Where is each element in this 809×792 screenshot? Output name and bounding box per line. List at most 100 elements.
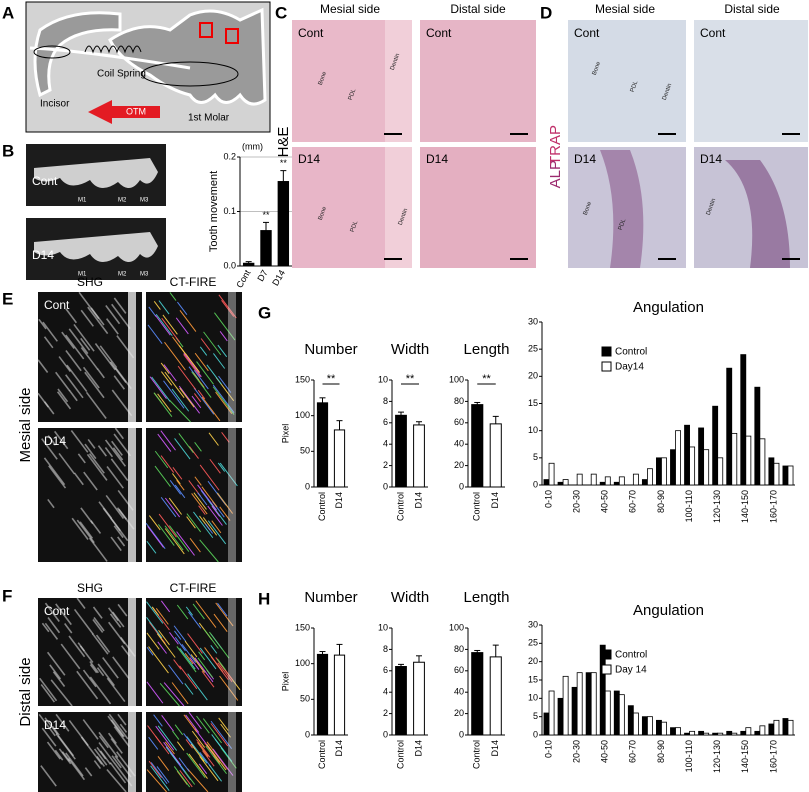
fiber	[73, 323, 95, 352]
y-axis-label: Pixel	[280, 424, 290, 444]
fiber	[164, 525, 184, 551]
panel-label: G	[258, 303, 271, 322]
bar	[717, 457, 724, 486]
x-tick-label: 140-150	[740, 740, 750, 773]
fiber	[106, 466, 124, 489]
fiber	[147, 526, 164, 548]
fiber	[158, 513, 177, 538]
chart-title: Angulation	[633, 602, 704, 619]
fiber	[66, 364, 88, 393]
fiber	[221, 431, 230, 443]
fiber	[117, 603, 128, 617]
bar	[754, 386, 761, 486]
fiber	[106, 677, 126, 703]
fiber	[67, 757, 86, 781]
fiber	[197, 742, 209, 758]
fiber	[117, 713, 127, 726]
y-tick-label: 0.0	[223, 260, 236, 270]
bar	[703, 732, 710, 736]
fiber	[200, 338, 211, 351]
fiber	[188, 753, 208, 779]
fiber	[199, 752, 212, 768]
y-tick-label: 20	[454, 460, 464, 470]
fiber	[160, 430, 176, 451]
fiber	[220, 747, 237, 769]
fiber	[185, 606, 194, 616]
fiber	[42, 321, 58, 342]
bar	[333, 429, 346, 488]
fiber	[155, 735, 170, 755]
x-tick-label: Control	[395, 740, 405, 769]
fiber	[175, 317, 189, 335]
tooth-label: M3	[140, 272, 149, 278]
fiber	[82, 366, 100, 389]
legend-swatch	[601, 649, 612, 660]
bar	[712, 405, 719, 486]
bar	[787, 465, 794, 486]
x-tick-label: D7	[255, 268, 269, 283]
fiber	[47, 435, 57, 446]
fiber	[215, 602, 234, 627]
fiber	[196, 739, 211, 758]
fiber	[68, 635, 86, 658]
fiber	[207, 505, 223, 526]
fiber	[181, 643, 197, 663]
fiber	[173, 625, 187, 642]
x-tick-label: 40-50	[600, 740, 610, 763]
bar	[670, 449, 676, 486]
y-tick-label: 40	[454, 687, 464, 697]
fiber	[155, 725, 175, 751]
fiber	[156, 633, 176, 658]
x-tick-label: D14	[334, 492, 344, 509]
fiber	[96, 755, 106, 767]
bar	[599, 481, 606, 486]
fiber	[79, 521, 94, 539]
fiber	[41, 622, 50, 633]
x-tick-label: 80-90	[656, 490, 666, 513]
fiber	[86, 453, 108, 481]
fiber	[178, 757, 190, 772]
tooth-label: M1	[78, 198, 87, 204]
fiber	[89, 676, 112, 705]
fiber	[85, 391, 107, 419]
fiber	[184, 640, 198, 658]
fiber	[57, 388, 69, 403]
y-tick-label: 20	[454, 708, 464, 718]
fiber	[191, 371, 212, 398]
fiber	[40, 684, 56, 703]
legend-label: Day 14	[615, 665, 647, 676]
bar	[717, 732, 724, 736]
fiber	[171, 473, 181, 485]
fiber	[50, 679, 73, 707]
fiber	[77, 642, 86, 652]
fiber	[201, 486, 218, 508]
fiber	[158, 300, 170, 315]
fiber	[55, 733, 76, 760]
fiber	[61, 331, 75, 350]
bar	[731, 432, 738, 486]
bar	[759, 725, 766, 736]
fiber	[160, 362, 170, 374]
fiber	[178, 345, 201, 374]
y-tick-label: 60	[454, 417, 464, 427]
fiber	[161, 317, 181, 343]
fiber	[193, 492, 207, 510]
y-tick-label: 0.2	[223, 151, 236, 161]
x-tick-label: 0-10	[543, 740, 553, 758]
image-label: Cont	[426, 26, 452, 40]
fiber	[206, 743, 227, 771]
fiber	[171, 388, 190, 412]
fiber	[205, 745, 227, 775]
fiber	[189, 657, 200, 670]
y-tick-label: 30	[528, 316, 538, 326]
fiber	[207, 520, 227, 545]
fiber	[174, 484, 186, 499]
fiber	[188, 711, 202, 730]
fiber	[52, 671, 66, 687]
stain-label: TRAP	[547, 125, 564, 165]
bar	[782, 465, 789, 486]
fiber	[212, 748, 234, 776]
bar	[585, 672, 592, 736]
fiber	[202, 750, 215, 767]
fiber	[211, 520, 222, 534]
